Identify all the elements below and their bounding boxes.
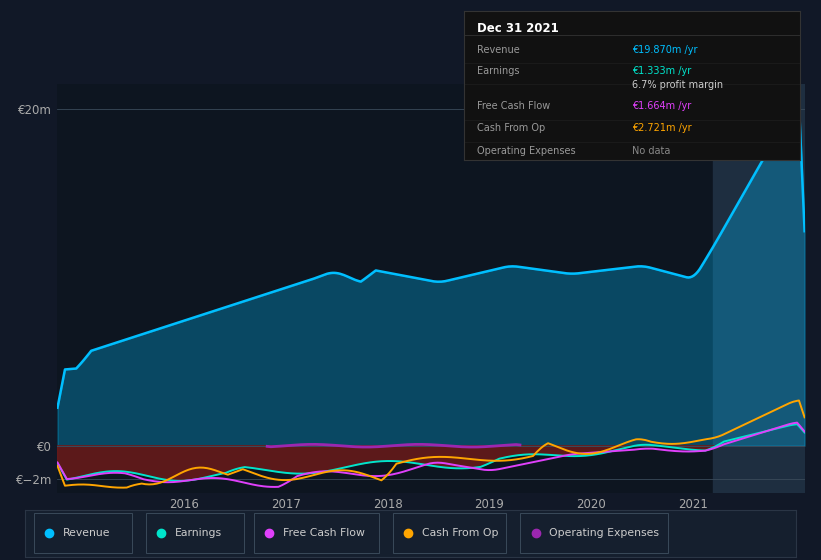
Text: Free Cash Flow: Free Cash Flow <box>283 529 365 538</box>
Text: Operating Expenses: Operating Expenses <box>477 146 576 156</box>
Text: Cash From Op: Cash From Op <box>422 529 498 538</box>
Text: Free Cash Flow: Free Cash Flow <box>477 101 551 111</box>
Text: No data: No data <box>632 146 671 156</box>
Text: Cash From Op: Cash From Op <box>477 123 546 133</box>
Text: Operating Expenses: Operating Expenses <box>549 529 659 538</box>
Text: Revenue: Revenue <box>63 529 111 538</box>
Text: Dec 31 2021: Dec 31 2021 <box>477 22 559 35</box>
Text: Revenue: Revenue <box>477 45 520 55</box>
Bar <box>713 84 821 493</box>
Text: Earnings: Earnings <box>175 529 222 538</box>
Text: Earnings: Earnings <box>477 66 520 76</box>
Text: €1.664m /yr: €1.664m /yr <box>632 101 691 111</box>
Text: €19.870m /yr: €19.870m /yr <box>632 45 698 55</box>
Text: €2.721m /yr: €2.721m /yr <box>632 123 692 133</box>
Text: 6.7% profit margin: 6.7% profit margin <box>632 81 723 90</box>
Text: €1.333m /yr: €1.333m /yr <box>632 66 691 76</box>
